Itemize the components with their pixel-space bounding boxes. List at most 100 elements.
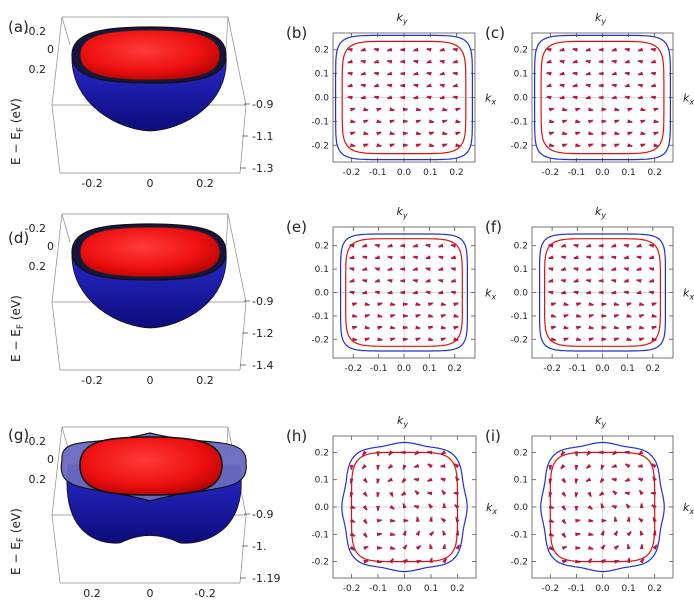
spin-arrow — [415, 131, 422, 136]
k-tick-label: 0.2 — [196, 374, 214, 387]
spin-arrow — [349, 505, 356, 510]
spin-arrow — [598, 279, 604, 283]
x-tick-label: 0.0 — [397, 364, 412, 374]
k-tick-label: 0.2 — [83, 587, 101, 600]
spin-arrow — [374, 290, 381, 295]
spin-arrow — [429, 107, 435, 112]
spin-arrow — [614, 131, 620, 136]
kx-axis-label: kx — [683, 501, 694, 516]
spin-arrow — [402, 502, 407, 509]
spin-arrow — [412, 290, 418, 295]
spin-arrow — [650, 59, 656, 64]
spin-arrow — [442, 502, 446, 509]
x-tick-label: -0.1 — [369, 584, 387, 594]
spin-arrow — [626, 516, 630, 523]
spin-arrow — [376, 505, 380, 512]
x-tick-label: -0.2 — [343, 168, 361, 178]
spin-arrow — [652, 544, 658, 550]
spin-arrow — [598, 450, 604, 455]
spin-arrow — [548, 267, 554, 272]
spin-arrow — [450, 244, 457, 248]
spin-arrow — [389, 558, 395, 564]
spin-arrow — [428, 302, 434, 307]
spin-arrow — [651, 503, 657, 509]
box-edge — [51, 104, 61, 174]
spin-arrow — [598, 48, 604, 52]
spin-arrow — [585, 83, 591, 88]
spin-arrow — [429, 502, 433, 509]
spin-arrow — [559, 83, 565, 88]
spin-arrow — [611, 59, 618, 64]
spin-arrow — [586, 450, 592, 456]
panel-label: (f) — [485, 218, 502, 236]
spin-arrow — [640, 131, 646, 136]
spin-arrow — [614, 143, 620, 148]
spin-arrow — [389, 107, 395, 112]
spin-arrow — [549, 131, 555, 136]
ky-axis-label: ky — [595, 205, 606, 220]
box-edge — [239, 104, 247, 174]
spin-arrow — [437, 279, 444, 283]
spin-arrow — [452, 48, 459, 52]
energy-tick-label: -1.1 — [252, 130, 273, 143]
spin-arrow — [429, 543, 433, 549]
x-tick-label: 0.2 — [448, 364, 462, 374]
spin-arrow — [624, 83, 630, 88]
spin-arrow — [640, 107, 646, 112]
spin-arrow — [548, 290, 554, 295]
spin-arrow — [437, 255, 444, 260]
spin-arrow — [399, 244, 406, 248]
spin-arrow — [651, 302, 658, 307]
spin-arrow — [403, 518, 409, 523]
spin-arrow — [624, 477, 630, 482]
spin-arrow — [611, 478, 617, 482]
spin-arrow — [639, 558, 645, 564]
bowl-panel-a: (a)-0.200.2-0.9-1.1-1.3-0.2 0 0.2E − EF (e… — [8, 16, 273, 190]
spin-arrow — [598, 267, 604, 271]
spin-arrow — [376, 546, 383, 550]
spin-arrow — [441, 337, 447, 342]
spin-arrow — [377, 302, 384, 307]
spin-arrow — [387, 450, 394, 456]
x-tick-label: 0.2 — [449, 168, 463, 178]
spin-arrow — [364, 325, 371, 330]
outer-contour — [534, 34, 671, 161]
spin-arrow — [611, 450, 618, 455]
spin-arrow — [623, 278, 629, 283]
x-tick-label: 0.1 — [422, 364, 436, 374]
spin-arrow — [440, 325, 447, 330]
spin-arrow — [623, 244, 630, 248]
spin-arrow — [571, 83, 578, 88]
spin-arrow — [601, 337, 607, 341]
spin-arrow — [558, 47, 565, 52]
spin-arrow — [363, 559, 370, 564]
spin-arrow — [627, 131, 634, 136]
spin-arrow — [402, 143, 409, 147]
spin-arrow — [376, 143, 382, 147]
spin-arrow — [402, 544, 408, 550]
spin-arrow — [614, 337, 620, 342]
k-tick-label: 0.2 — [196, 177, 214, 190]
spin-arrow — [575, 313, 582, 318]
kx-axis-label: kx — [485, 92, 496, 107]
spin-arrow — [561, 532, 566, 539]
spin-arrow — [637, 464, 643, 468]
x-tick-label: -0.1 — [370, 364, 388, 374]
spin-arrow — [598, 83, 604, 88]
panel-label: (c) — [485, 24, 505, 42]
spin-arrow — [601, 119, 607, 123]
y-tick-label: 0.2 — [315, 46, 329, 56]
spin-arrow — [425, 267, 431, 272]
spin-arrow — [442, 143, 448, 148]
spin-arrow — [545, 59, 552, 64]
spin-arrow — [441, 314, 447, 318]
spin-arrow — [346, 59, 353, 64]
spin-arrow — [442, 529, 447, 536]
spin-arrow — [637, 450, 644, 455]
spin-arrow — [415, 107, 422, 112]
box-edge — [61, 213, 71, 243]
spin-arrow — [452, 83, 458, 88]
spin-arrow — [560, 267, 566, 271]
spin-arrow — [362, 491, 367, 498]
spin-arrow — [624, 451, 630, 455]
